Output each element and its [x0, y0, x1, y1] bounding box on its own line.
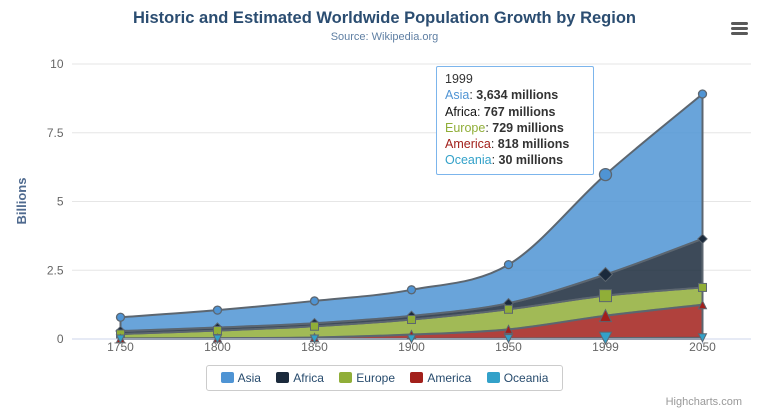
- svg-text:1900: 1900: [398, 340, 425, 354]
- svg-text:1750: 1750: [107, 340, 134, 354]
- svg-text:1850: 1850: [301, 340, 328, 354]
- svg-text:Billions: Billions: [14, 178, 29, 225]
- svg-text:0: 0: [57, 332, 64, 346]
- svg-text:1800: 1800: [204, 340, 231, 354]
- svg-text:7.5: 7.5: [47, 126, 64, 140]
- svg-text:5: 5: [57, 195, 64, 209]
- svg-text:1950: 1950: [495, 340, 522, 354]
- svg-text:10: 10: [50, 57, 64, 71]
- svg-text:2050: 2050: [689, 340, 716, 354]
- svg-text:1999: 1999: [592, 340, 619, 354]
- svg-text:2.5: 2.5: [47, 263, 64, 277]
